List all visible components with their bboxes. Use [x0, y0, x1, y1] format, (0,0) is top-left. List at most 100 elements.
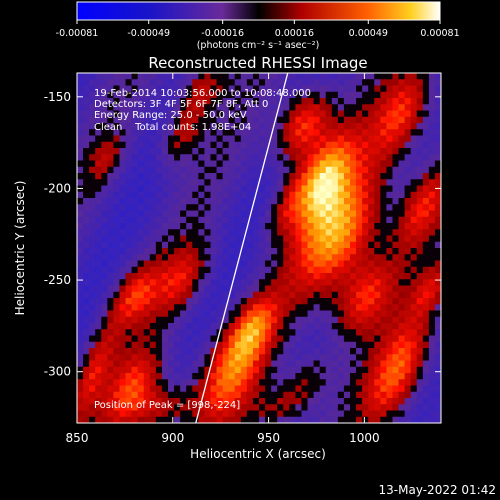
heatmap-cell	[222, 316, 230, 324]
heatmap-cell	[77, 91, 84, 99]
heatmap-cell	[398, 254, 405, 261]
heatmap-cell	[216, 79, 223, 86]
heatmap-cell	[113, 410, 120, 418]
heatmap-cell	[392, 385, 399, 393]
heatmap-cell	[404, 104, 412, 111]
heatmap-cell	[331, 385, 339, 393]
heatmap-cell	[343, 110, 351, 118]
heatmap-cell	[331, 173, 339, 180]
heatmap-cell	[265, 298, 272, 305]
heatmap-cell	[216, 85, 223, 93]
heatmap-cell	[307, 273, 314, 280]
heatmap-cell	[313, 291, 321, 299]
heatmap-cell	[368, 329, 375, 336]
heatmap-cell	[77, 129, 84, 136]
heatmap-cell	[210, 254, 217, 261]
annotation-detectors: Detectors: 3F 4F 5F 6F 7F 8F, Att 0	[94, 99, 268, 110]
heatmap-cell	[410, 291, 418, 299]
heatmap-cell	[301, 123, 308, 130]
heatmap-cell	[198, 85, 205, 93]
heatmap-cell	[350, 229, 357, 236]
heatmap-cell	[380, 91, 387, 99]
heatmap-cell	[434, 85, 441, 93]
heatmap-cell	[149, 348, 157, 355]
heatmap-cell	[319, 129, 327, 136]
heatmap-cell	[380, 254, 387, 261]
heatmap-cell	[259, 341, 266, 349]
heatmap-cell	[295, 360, 302, 368]
heatmap-cell	[350, 123, 357, 130]
heatmap-cell	[246, 354, 254, 361]
heatmap-cell	[101, 166, 108, 174]
heatmap-cell	[398, 229, 405, 236]
heatmap-cell	[216, 354, 223, 361]
heatmap-cell	[125, 135, 132, 143]
heatmap-cell	[313, 91, 321, 99]
heatmap-cell	[331, 266, 339, 274]
heatmap-cell	[168, 216, 175, 224]
heatmap-cell	[210, 354, 217, 361]
heatmap-cell	[283, 91, 290, 99]
heatmap-cell	[265, 123, 272, 130]
y-axis: -150-200-250-300	[44, 90, 441, 379]
heatmap-cell	[83, 254, 90, 261]
heatmap-cell	[198, 198, 205, 205]
heatmap-cell	[428, 110, 436, 118]
heatmap-cell	[331, 223, 339, 230]
heatmap-cell	[331, 354, 339, 361]
heatmap-cell	[125, 273, 132, 280]
heatmap-cell	[325, 79, 333, 86]
heatmap-cell	[95, 98, 102, 105]
heatmap-cell	[277, 398, 284, 405]
heatmap-cell	[77, 385, 84, 393]
heatmap-cell	[77, 398, 84, 405]
heatmap-cell	[125, 216, 132, 224]
heatmap-cell	[325, 148, 333, 155]
heatmap-cell	[101, 191, 108, 199]
heatmap-cell	[168, 291, 175, 299]
heatmap-cell	[155, 360, 163, 368]
heatmap-cell	[277, 304, 284, 311]
heatmap-cell	[125, 204, 132, 211]
heatmap-cell	[198, 210, 205, 218]
heatmap-cell	[107, 398, 114, 405]
heatmap-cell	[295, 241, 302, 249]
heatmap-cell	[131, 316, 139, 324]
heatmap-cell	[77, 416, 84, 423]
heatmap-cell	[295, 404, 302, 411]
heatmap-cell	[410, 216, 418, 224]
heatmap-cell	[155, 229, 163, 236]
heatmap-cell	[143, 204, 151, 211]
heatmap-cell	[246, 348, 254, 355]
heatmap-cell	[198, 341, 205, 349]
heatmap-cell	[204, 366, 211, 374]
heatmap-cell	[380, 79, 387, 86]
heatmap-cell	[246, 329, 254, 336]
heatmap-cell	[404, 79, 412, 86]
heatmap-cell	[95, 398, 102, 405]
colorbar-unit-label: (photons cm⁻² s⁻¹ asec⁻²)	[197, 40, 320, 51]
heatmap-cell	[186, 166, 193, 174]
heatmap-cell	[77, 198, 84, 205]
heatmap-cell	[113, 391, 120, 399]
heatmap-cell	[216, 260, 223, 268]
heatmap-cell	[313, 135, 321, 143]
heatmap-cell	[271, 416, 278, 423]
heatmap-cell	[331, 273, 339, 280]
heatmap-cell	[89, 304, 96, 311]
heatmap-cell	[149, 135, 157, 143]
heatmap-cell	[204, 248, 211, 255]
heatmap-cell	[240, 366, 248, 374]
heatmap-cell	[319, 229, 327, 236]
heatmap-cell	[210, 148, 217, 155]
heatmap-cell	[362, 216, 369, 224]
heatmap-cell	[234, 316, 242, 324]
heatmap-cell	[101, 73, 108, 80]
heatmap-cell	[198, 298, 205, 305]
heatmap-cell	[265, 360, 272, 368]
heatmap-cell	[113, 404, 120, 411]
heatmap-cell	[428, 310, 436, 318]
heatmap-cell	[350, 298, 357, 305]
heatmap-cell	[107, 123, 114, 130]
heatmap-cell	[362, 316, 369, 324]
